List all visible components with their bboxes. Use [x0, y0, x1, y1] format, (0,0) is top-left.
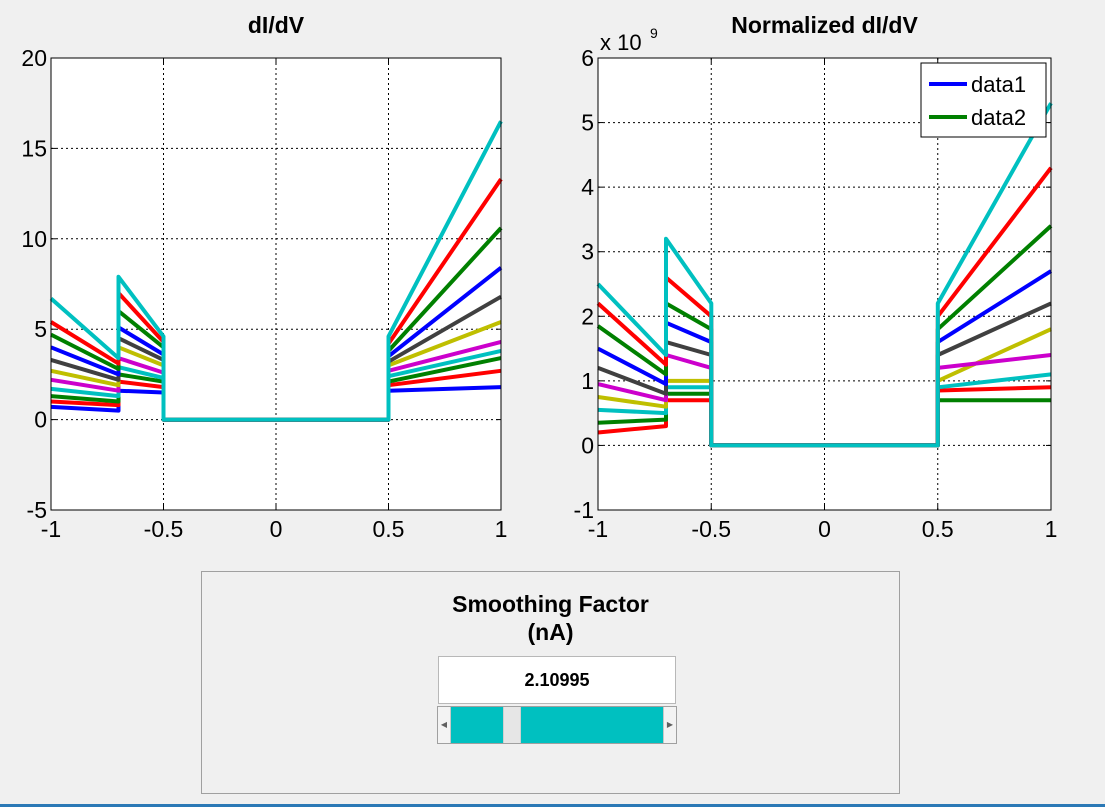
series-line-11	[49, 120, 503, 422]
x-tick-label: 1	[495, 516, 508, 542]
x-tick-label: 1	[1045, 516, 1058, 542]
y-tick-label: 6	[581, 45, 594, 71]
y-axis-multiplier: x 10	[600, 30, 642, 55]
panel-title: Smoothing Factor (nA)	[202, 590, 899, 646]
x-tick-label: -1	[41, 516, 61, 542]
x-tick-label: -0.5	[691, 516, 731, 542]
y-tick-label: 1	[581, 368, 594, 394]
y-tick-label: 4	[581, 174, 594, 200]
y-tick-label: -1	[574, 497, 594, 523]
y-tick-label: 5	[581, 110, 594, 136]
smoothing-factor-panel: Smoothing Factor (nA) 2.10995 ◀ ▶	[201, 571, 900, 794]
legend-label-data2: data2	[971, 105, 1026, 130]
x-tick-label: 0.5	[373, 516, 405, 542]
series-line-10	[596, 102, 1053, 448]
slider-thumb[interactable]	[502, 707, 521, 743]
chart-title-1: dI/dV	[248, 12, 305, 38]
chart-title-2: Normalized dI/dV	[731, 12, 918, 38]
panel-title-line2: (nA)	[527, 619, 574, 645]
x-tick-label: 0	[270, 516, 283, 542]
y-tick-label: 15	[21, 135, 47, 161]
smoothing-factor-value[interactable]: 2.10995	[438, 656, 676, 704]
y-tick-label: 5	[34, 316, 47, 342]
y-tick-label: 20	[21, 45, 47, 71]
y-tick-label: 3	[581, 239, 594, 265]
y-tick-label: 2	[581, 303, 594, 329]
y-tick-label: 10	[21, 226, 47, 252]
window-bottom-edge	[0, 804, 1105, 807]
panel-title-line1: Smoothing Factor	[452, 591, 649, 617]
slider-left-arrow-icon[interactable]: ◀	[438, 707, 451, 743]
y-axis-multiplier-exponent: 9	[650, 25, 658, 41]
x-tick-label: -1	[588, 516, 608, 542]
y-tick-label: 0	[581, 432, 594, 458]
y-tick-label: 0	[34, 407, 47, 433]
legend-label-data1: data1	[971, 72, 1026, 97]
x-tick-label: 0	[818, 516, 831, 542]
smoothing-factor-slider[interactable]: ◀ ▶	[437, 706, 677, 744]
y-tick-label: -5	[27, 497, 47, 523]
legend-box	[920, 62, 1047, 138]
x-tick-label: -0.5	[144, 516, 184, 542]
slider-right-arrow-icon[interactable]: ▶	[663, 707, 676, 743]
x-tick-label: 0.5	[922, 516, 954, 542]
